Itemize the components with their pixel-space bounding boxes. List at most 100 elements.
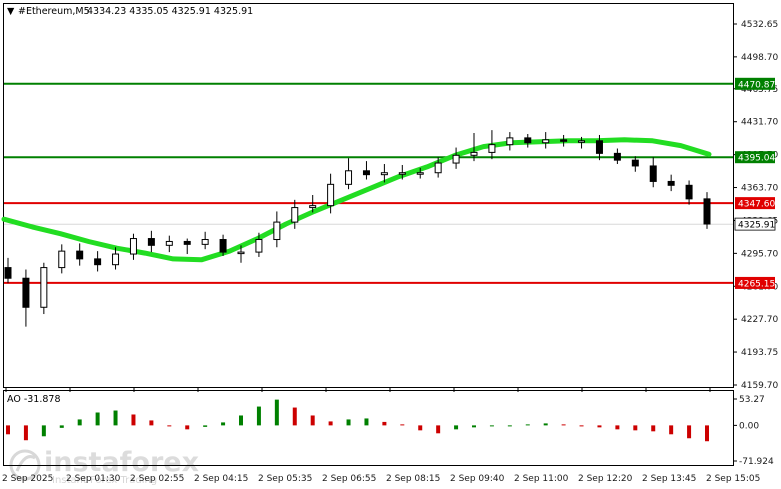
header-arrow-icon[interactable]: ▼	[7, 6, 15, 17]
y-tick-label: 4363.70	[741, 184, 778, 194]
last-price-label: 4325.91	[738, 221, 775, 231]
candle-body	[40, 267, 48, 308]
ao-bar	[418, 425, 423, 431]
ao-bar	[382, 421, 387, 426]
x-tick-label: 2 Sep 06:55	[322, 474, 376, 484]
ao-bar	[669, 425, 674, 435]
candle-body	[22, 277, 30, 308]
logo-swoosh-icon	[15, 455, 36, 472]
candle-body	[183, 240, 191, 245]
ao-bar	[41, 425, 46, 437]
candle-body	[237, 251, 245, 255]
ao-tick-label: 0.00	[739, 421, 759, 431]
candle-body	[434, 162, 442, 174]
candle-body	[667, 180, 675, 186]
ao-bar	[185, 425, 190, 430]
ao-bar	[131, 414, 136, 426]
candle-body	[255, 239, 263, 253]
ao-bar	[203, 425, 208, 427]
candle-body	[649, 165, 657, 182]
y-tick-label: 4159.70	[741, 381, 778, 391]
y-tick-label: 4295.70	[741, 249, 778, 259]
ao-panel-frame	[3, 390, 734, 466]
candle-body	[94, 258, 102, 266]
ao-bar	[633, 425, 638, 431]
level-tag-support	[735, 77, 775, 90]
ao-bar	[95, 412, 100, 426]
candle-body	[309, 205, 317, 209]
ao-bar	[507, 425, 512, 427]
ao-bar	[615, 425, 620, 430]
candle-body	[4, 267, 12, 279]
ao-bar	[113, 410, 118, 426]
candle-body	[165, 240, 173, 246]
ohlc-readout: 4334.23 4335.05 4325.91 4325.91	[87, 6, 253, 17]
ao-bar	[256, 406, 261, 426]
ao-tick-label: 53.27	[739, 395, 765, 405]
candle-body	[362, 170, 370, 176]
ao-bar	[489, 425, 494, 427]
candle-body	[219, 239, 227, 253]
level-tag-resistance	[735, 197, 775, 210]
x-tick-label: 2 Sep 04:15	[194, 474, 248, 484]
candle-body	[595, 140, 603, 154]
ao-bar	[472, 425, 476, 428]
last-price-tag	[734, 217, 776, 231]
ao-bar	[23, 425, 28, 441]
candle-body	[201, 239, 209, 245]
x-tick-label: 2 Sep 13:45	[642, 474, 696, 484]
candle-body	[542, 139, 550, 144]
candle-body	[613, 152, 621, 161]
price-panel-frame	[3, 3, 734, 388]
x-tick-label: 2 Sep 02:55	[130, 474, 184, 484]
level-tag-label: 4470.87	[738, 80, 775, 90]
ao-bar	[651, 425, 656, 432]
ao-bar	[597, 425, 602, 428]
candle-body	[76, 250, 84, 260]
ao-bar	[6, 425, 10, 435]
level-tag-resistance	[735, 276, 775, 289]
candle-body	[703, 198, 711, 225]
candle-body	[58, 250, 66, 269]
candle-body	[631, 159, 639, 167]
ao-bar	[561, 424, 566, 426]
ao-bar	[687, 425, 692, 439]
ao-bar	[400, 424, 405, 426]
candle-body	[129, 238, 137, 255]
candle-body	[291, 207, 299, 223]
candle-body	[273, 221, 281, 241]
ao-bar	[579, 425, 584, 427]
ao-bar	[543, 423, 548, 426]
watermark-brand: instaforex	[44, 447, 199, 478]
x-tick-label: 2 Sep 2025	[2, 474, 53, 484]
level-tag-support	[735, 151, 775, 164]
candle-body	[147, 238, 155, 246]
x-tick-label: 2 Sep 15:05	[706, 474, 760, 484]
chart-symbol: #Ethereum,M5	[18, 6, 90, 17]
candle-body	[452, 154, 460, 164]
ao-bar	[346, 419, 351, 426]
candle-body	[524, 137, 532, 144]
x-tick-label: 2 Sep 05:35	[258, 474, 312, 484]
x-tick-label: 2 Sep 08:15	[386, 474, 440, 484]
moving-average-line	[1, 137, 712, 263]
y-tick-label: 4431.70	[741, 118, 778, 128]
instaforex-logo: instaforex Instant Forex Trading	[9, 447, 199, 486]
ao-bar	[525, 424, 530, 426]
ao-bar	[239, 415, 243, 426]
candle-body	[345, 170, 353, 185]
ao-bar	[149, 420, 154, 426]
y-tick-label: 4498.70	[741, 53, 778, 63]
watermark-tagline: Instant Forex Trading	[52, 475, 157, 486]
ao-bar	[705, 425, 709, 442]
ao-bar	[436, 425, 441, 434]
ao-bar	[310, 415, 315, 426]
ao-bar	[274, 399, 279, 426]
ao-bar	[167, 425, 172, 427]
y-tick-label: 4532.65	[741, 20, 778, 30]
y-tick-label: 4193.75	[741, 348, 778, 358]
candle-body	[112, 253, 120, 266]
ao-bar	[77, 419, 82, 426]
level-tag-label: 4265.15	[738, 279, 775, 289]
candle-body	[380, 172, 388, 176]
